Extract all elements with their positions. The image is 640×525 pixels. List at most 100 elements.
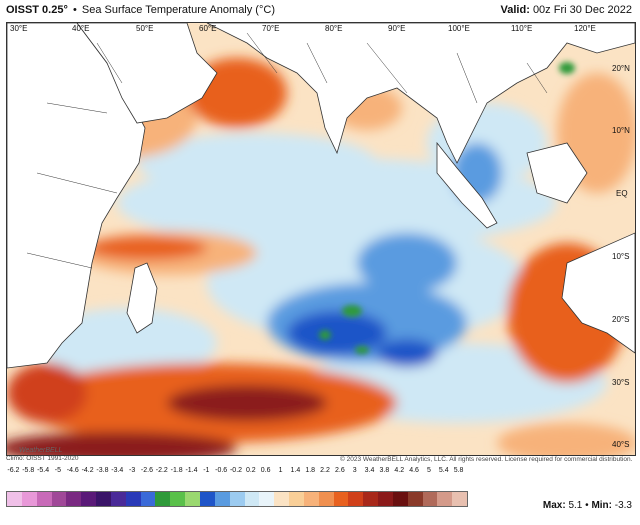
copyright-note: © 2023 WeatherBELL Analytics, LLC. All r…: [340, 456, 633, 463]
lat-label-20n: 20°N: [612, 64, 630, 73]
colorbar-tick-label: 1.4: [290, 467, 301, 474]
colorbar-swatch: [96, 492, 111, 506]
colorbar-tick-label: 0.2: [245, 467, 256, 474]
colorbar-tick-label: 4.2: [394, 467, 405, 474]
min-label: Min:: [591, 500, 612, 511]
colorbar-swatch: [155, 492, 171, 506]
colorbar-swatch: [437, 492, 453, 506]
colorbar-tick-label: 3.8: [379, 467, 390, 474]
colorbar-swatch: [199, 492, 215, 506]
colorbar-swatch: [229, 492, 245, 506]
lon-label-60e: 60°E: [199, 24, 217, 33]
colorbar-swatch: [363, 492, 379, 506]
colorbar-swatch: [318, 492, 334, 506]
product-name: Sea Surface Temperature Anomaly (°C): [81, 4, 275, 16]
colorbar-tick-label: -2.2: [155, 467, 168, 474]
map-header: OISST 0.25° • Sea Surface Temperature An…: [0, 0, 640, 22]
colorbar-swatch: [214, 492, 230, 506]
australia-landmass: [561, 232, 635, 354]
colorbar-tick-label: 5.4: [438, 467, 449, 474]
arabia-landmass: [76, 23, 218, 124]
valid-label: Valid:: [500, 4, 530, 16]
max-value: 5.1: [568, 500, 583, 511]
map-canvas: [7, 23, 635, 455]
colorbar-tick-label: -0.2: [229, 467, 243, 474]
colorbar-swatch: [259, 492, 275, 506]
sumatra-landmass: [436, 141, 498, 229]
lon-label-80e: 80°E: [325, 24, 343, 33]
lon-label-70e: 70°E: [262, 24, 280, 33]
colorbar-tick-label: -5: [54, 467, 62, 474]
valid-time-value: 00z Fri 30 Dec 2022: [532, 4, 632, 16]
lat-label-10n: 10°N: [612, 126, 630, 135]
colorbar-swatch: [274, 492, 290, 506]
colorbar-swatch: [244, 492, 260, 506]
colorbar-tick-label: -3: [129, 467, 136, 474]
colorbar-swatch: [303, 492, 319, 506]
colorbar-swatch: [170, 492, 186, 506]
colorbar-tick-label: -4.6: [66, 467, 79, 474]
colorbar-tick-label: -5.4: [37, 467, 50, 474]
colorbar-tick-label: 3.4: [364, 467, 375, 474]
colorbar: -6.2 -5.8 -5.4 -5 -4.6 -4.2 -3.8 -3.4 -3 -2.6 -2.2…: [6, 467, 468, 511]
borneo-landmass: [526, 142, 588, 204]
lon-label-120e: 120°E: [574, 24, 596, 33]
colorbar-tick-label: -3.4: [111, 467, 124, 474]
colorbar-tick-label: -1: [203, 467, 210, 474]
model-name: OISST 0.25°: [6, 4, 68, 16]
madagascar-landmass: [126, 262, 158, 334]
lat-label-30s: 30°S: [612, 378, 630, 387]
colorbar-swatch: [378, 492, 393, 506]
colorbar-tick-label: -2.6: [140, 467, 153, 474]
lon-label-30e: 30°E: [10, 24, 28, 33]
lon-label-110e: 110°E: [511, 24, 533, 33]
colorbar-tick-label: 0.6: [260, 467, 271, 474]
colorbar-swatches: [6, 491, 468, 507]
colorbar-tick-label: -1.4: [185, 467, 198, 474]
colorbar-swatch: [392, 492, 408, 506]
colorbar-tick-label: -6.2: [7, 467, 20, 474]
colorbar-swatch: [36, 492, 52, 506]
colorbar-swatch: [110, 492, 126, 506]
colorbar-swatch: [21, 492, 37, 506]
colorbar-swatch: [452, 492, 468, 506]
colorbar-swatch: [81, 492, 97, 506]
colorbar-tick-label: 1.8: [305, 467, 316, 474]
colorbar-swatch: [125, 492, 141, 506]
extreme-cool-spots: [319, 62, 575, 354]
valid-time: Valid: 00z Fri 30 Dec 2022: [501, 4, 632, 16]
country-borders: [26, 32, 548, 269]
colorbar-swatch: [7, 492, 22, 506]
colorbar-swatch: [289, 492, 304, 506]
max-min-stats: Max: 5.1 • Min: -3.3: [543, 500, 632, 511]
min-value: -3.3: [614, 500, 632, 511]
anomaly-map: WeatherBELL: [6, 22, 636, 456]
colorbar-tick-label: 3: [352, 467, 357, 474]
colorbar-tick-label: -3.8: [96, 467, 109, 474]
colorbar-swatch: [140, 492, 156, 506]
max-label: Max:: [542, 500, 566, 511]
lon-label-40e: 40°E: [72, 24, 90, 33]
colorbar-tick-label: -1.8: [170, 467, 183, 474]
lon-label-90e: 90°E: [388, 24, 406, 33]
colorbar-tick-label: 1: [278, 467, 283, 474]
lat-label-eq: EQ: [616, 189, 628, 198]
colorbar-swatch: [66, 492, 82, 506]
lat-label-40s: 40°S: [612, 440, 630, 449]
colorbar-tick-label: 2.2: [320, 467, 330, 474]
lon-label-100e: 100°E: [448, 24, 470, 33]
colorbar-tick-label: 4.6: [409, 467, 419, 474]
colorbar-tick-label: -0.6: [215, 467, 228, 474]
colorbar-swatch: [348, 492, 364, 506]
colorbar-tick-label: -4.2: [81, 467, 94, 474]
colorbar-tick-label: 2.6: [334, 467, 345, 474]
colorbar-swatch: [333, 492, 349, 506]
asia-landmass: [206, 23, 635, 164]
lon-label-50e: 50°E: [136, 24, 154, 33]
colorbar-swatch: [185, 492, 200, 506]
colorbar-tick-label: -5.8: [22, 467, 35, 474]
lat-label-20s: 20°S: [612, 315, 630, 324]
lat-label-10s: 10°S: [612, 252, 630, 261]
colorbar-labels: -6.2 -5.8 -5.4 -5 -4.6 -4.2 -3.8 -3.4 -3 -2.6 -2.2…: [6, 467, 466, 479]
colorbar-tick-label: 5.8: [453, 467, 464, 474]
